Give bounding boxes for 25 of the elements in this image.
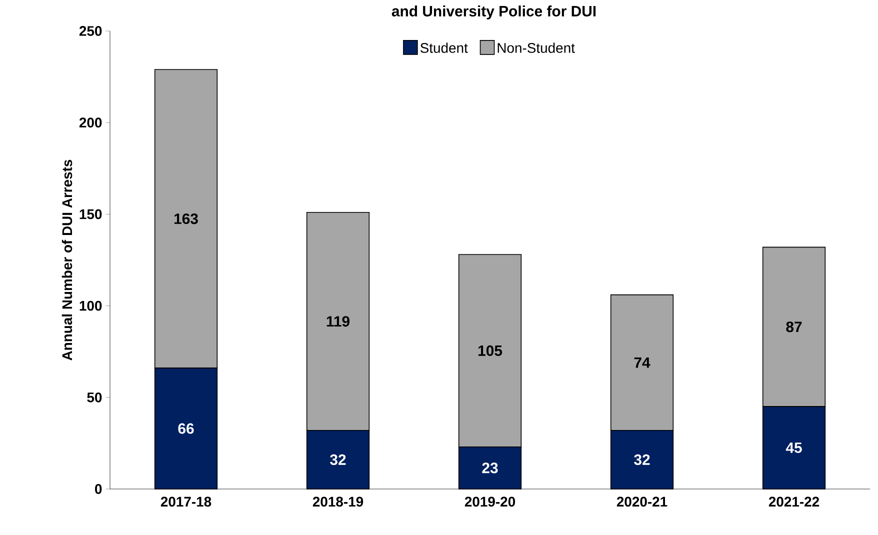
data-label: 119 [326, 316, 350, 327]
x-tick-label: 2021-22 [768, 496, 820, 507]
y-tick-label: 50 [87, 392, 102, 402]
y-tick-label: 0 [95, 484, 102, 494]
legend-label: Non-Student [498, 42, 575, 53]
x-tick-label: 2017-18 [160, 496, 212, 507]
legend-label: Student [420, 42, 468, 53]
y-tick-label: 150 [80, 209, 102, 220]
y-tick-label: 100 [80, 300, 102, 311]
data-label: 32 [634, 454, 650, 465]
x-tick-label: 2019-20 [464, 496, 516, 507]
x-tick-label: 2020-21 [616, 496, 668, 507]
data-label: 66 [178, 423, 194, 434]
data-label: 74 [634, 357, 650, 368]
data-label: 32 [330, 454, 346, 465]
y-tick-label: 250 [79, 26, 102, 36]
chart-title: and University Police for DUI [392, 6, 596, 20]
data-label: 45 [786, 442, 802, 453]
data-label: 105 [478, 345, 502, 356]
data-label: 163 [174, 213, 198, 224]
y-tick-label: 200 [79, 118, 102, 128]
y-axis-title: Annual Number of DUI Arrests [62, 160, 72, 360]
x-tick-label: 2018-19 [312, 496, 364, 507]
data-label: 23 [482, 462, 498, 474]
data-label: 87 [786, 322, 802, 332]
